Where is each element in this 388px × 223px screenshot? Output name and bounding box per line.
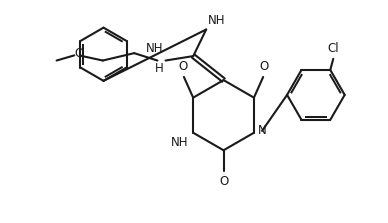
Text: O: O bbox=[219, 175, 228, 188]
Text: O: O bbox=[260, 60, 269, 73]
Text: O: O bbox=[178, 60, 187, 73]
Text: NH: NH bbox=[208, 14, 225, 27]
Text: N: N bbox=[258, 124, 267, 137]
Text: NH: NH bbox=[171, 136, 189, 149]
Text: NH: NH bbox=[146, 42, 164, 55]
Text: H: H bbox=[155, 62, 164, 75]
Text: Cl: Cl bbox=[327, 42, 339, 55]
Text: O: O bbox=[74, 47, 83, 60]
